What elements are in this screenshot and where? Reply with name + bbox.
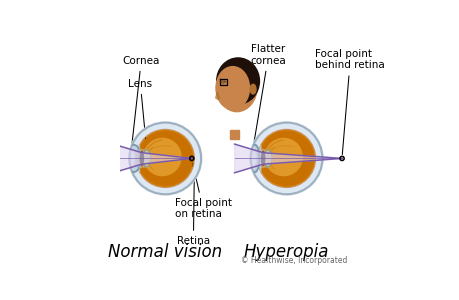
Polygon shape [113,144,191,173]
Text: Hyperopia: Hyperopia [243,243,329,261]
Polygon shape [260,149,266,168]
Text: Focal point
on retina: Focal point on retina [174,162,231,219]
Circle shape [250,123,322,194]
Polygon shape [230,130,239,139]
Circle shape [255,127,317,190]
Text: Cornea: Cornea [122,56,160,144]
Circle shape [138,131,192,186]
Ellipse shape [250,84,255,94]
Polygon shape [132,145,140,172]
Ellipse shape [263,150,271,167]
Ellipse shape [261,152,264,165]
Polygon shape [215,92,219,100]
Circle shape [134,127,196,190]
Text: Normal vision: Normal vision [108,243,222,261]
Ellipse shape [140,152,143,165]
Ellipse shape [142,150,151,167]
Ellipse shape [216,58,259,104]
Circle shape [264,138,302,176]
Polygon shape [234,144,341,173]
Polygon shape [139,149,146,168]
Text: Flatter
cornea: Flatter cornea [250,44,286,146]
Polygon shape [254,145,260,172]
Text: © Healthwise, Incorporated: © Healthwise, Incorporated [241,256,347,265]
Ellipse shape [216,62,257,112]
Text: Retina: Retina [176,151,209,246]
Ellipse shape [216,67,249,109]
Circle shape [144,138,181,176]
Circle shape [129,123,201,194]
Circle shape [259,131,313,186]
Ellipse shape [222,81,224,83]
Text: Lens: Lens [128,79,152,147]
Text: Focal point
behind retina: Focal point behind retina [315,49,384,154]
